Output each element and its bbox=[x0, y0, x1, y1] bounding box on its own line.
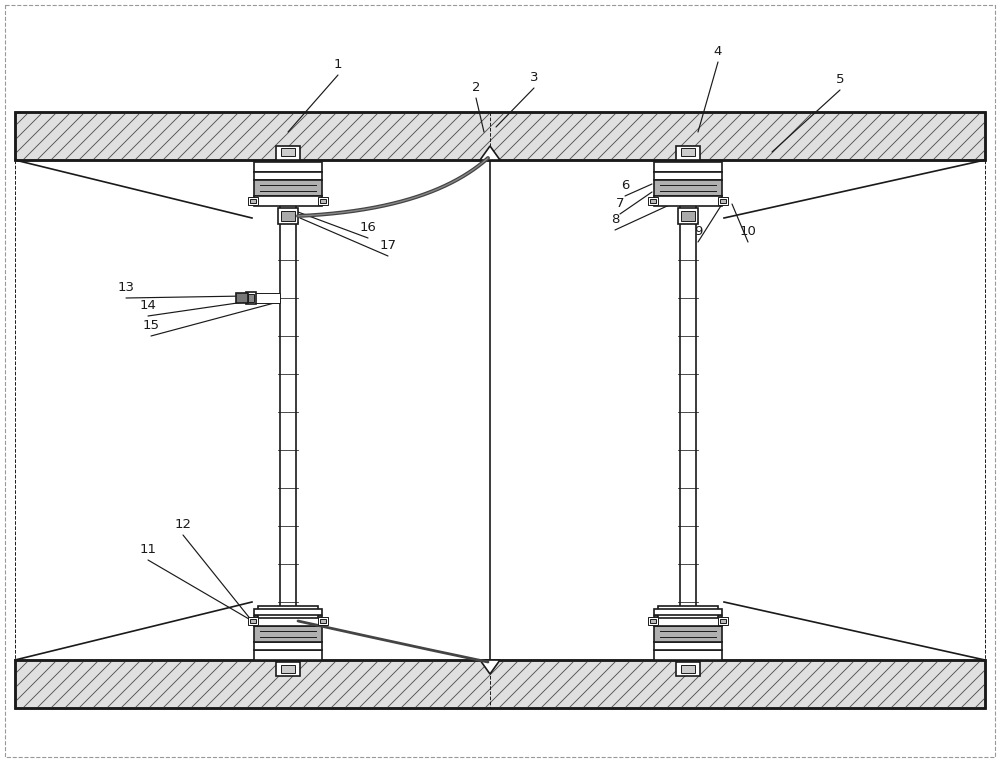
Bar bbox=[676, 146, 700, 160]
Text: 10: 10 bbox=[740, 225, 756, 238]
Bar bbox=[654, 162, 722, 172]
Bar bbox=[680, 162, 696, 658]
Bar bbox=[654, 650, 722, 660]
Bar bbox=[648, 617, 658, 625]
Bar bbox=[254, 180, 322, 196]
Text: 1: 1 bbox=[334, 58, 342, 71]
Bar bbox=[650, 619, 656, 623]
Bar bbox=[250, 199, 256, 203]
Bar bbox=[248, 617, 258, 625]
Bar bbox=[320, 199, 326, 203]
Bar bbox=[718, 617, 728, 625]
Text: 15: 15 bbox=[143, 319, 160, 332]
Text: 12: 12 bbox=[175, 518, 192, 531]
Bar bbox=[15, 112, 985, 160]
Bar bbox=[278, 208, 298, 224]
Bar bbox=[681, 148, 695, 156]
Bar bbox=[658, 606, 718, 618]
Text: 3: 3 bbox=[530, 71, 538, 84]
Bar bbox=[281, 148, 295, 156]
Bar bbox=[254, 172, 322, 180]
Bar bbox=[648, 197, 658, 205]
Text: 11: 11 bbox=[140, 543, 156, 556]
Text: 16: 16 bbox=[360, 221, 376, 234]
Bar bbox=[246, 292, 256, 304]
Bar bbox=[254, 642, 322, 650]
Polygon shape bbox=[480, 660, 500, 674]
Bar bbox=[318, 197, 328, 205]
Bar bbox=[654, 609, 722, 615]
Bar bbox=[258, 606, 318, 618]
Bar bbox=[254, 650, 322, 660]
Bar bbox=[676, 662, 700, 676]
Text: 4: 4 bbox=[714, 45, 722, 58]
Bar bbox=[236, 293, 248, 303]
Bar bbox=[254, 196, 322, 206]
Bar bbox=[678, 208, 698, 224]
Bar bbox=[254, 293, 280, 303]
Bar bbox=[718, 197, 728, 205]
Bar bbox=[15, 660, 985, 708]
Bar bbox=[654, 616, 722, 626]
Text: 5: 5 bbox=[836, 73, 844, 86]
Text: 8: 8 bbox=[611, 213, 619, 226]
Bar bbox=[254, 609, 322, 615]
Bar bbox=[720, 199, 726, 203]
Bar bbox=[254, 626, 322, 642]
Text: 14: 14 bbox=[140, 299, 156, 312]
Bar bbox=[681, 211, 695, 221]
Text: 9: 9 bbox=[694, 225, 702, 238]
Bar bbox=[654, 172, 722, 180]
Bar bbox=[281, 211, 295, 221]
Bar bbox=[281, 665, 295, 673]
Bar bbox=[654, 626, 722, 642]
Bar bbox=[681, 665, 695, 673]
Bar bbox=[276, 146, 300, 160]
Bar bbox=[254, 616, 322, 626]
Bar bbox=[720, 619, 726, 623]
Bar bbox=[15, 112, 985, 160]
Bar bbox=[280, 162, 296, 658]
Bar bbox=[250, 619, 256, 623]
Bar bbox=[654, 180, 722, 196]
Bar bbox=[650, 199, 656, 203]
Text: 13: 13 bbox=[118, 281, 134, 294]
Bar bbox=[248, 197, 258, 205]
Bar bbox=[254, 162, 322, 172]
Bar bbox=[654, 642, 722, 650]
Bar bbox=[654, 196, 722, 206]
Bar bbox=[248, 294, 254, 302]
Bar bbox=[276, 662, 300, 676]
Polygon shape bbox=[480, 146, 500, 160]
Text: 7: 7 bbox=[616, 197, 624, 210]
Bar bbox=[15, 660, 985, 708]
Text: 2: 2 bbox=[472, 81, 480, 94]
Text: 6: 6 bbox=[621, 179, 629, 192]
Bar bbox=[318, 617, 328, 625]
Bar bbox=[320, 619, 326, 623]
Text: 17: 17 bbox=[380, 239, 396, 252]
